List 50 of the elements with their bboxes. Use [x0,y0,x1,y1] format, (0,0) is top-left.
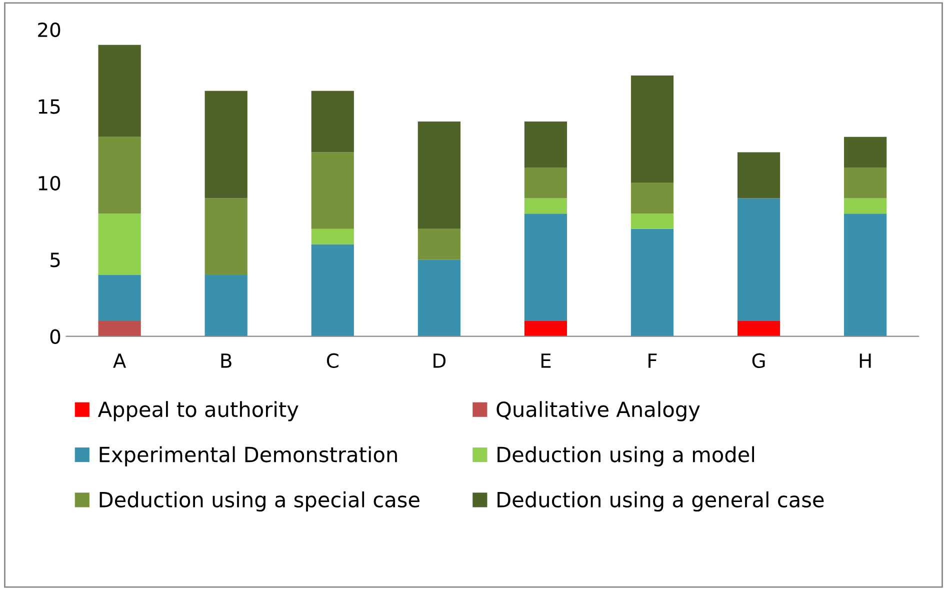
bar [204,274,248,336]
y-tick-label: 0 [50,329,60,344]
y-tick-label: 5 [50,252,60,268]
bar [98,136,141,214]
bar [844,198,887,214]
bar [630,228,674,336]
bar [737,198,780,321]
x-tick-label: F [648,354,657,368]
bar [737,152,780,198]
bar [98,320,141,336]
bar [630,182,674,214]
x-tick-label: C [326,353,338,368]
bar [311,228,354,244]
bar [844,168,887,198]
legend-label: Qualitative Analogy [496,401,700,422]
bar [98,214,141,275]
legend-label: Experimental Demonstration [100,446,397,466]
x-tick-label: A [113,354,126,368]
y-tick-label: 10 [38,176,60,191]
bar [418,260,460,336]
x-tick-label: H [860,354,871,368]
bar [311,152,354,229]
bar [98,274,141,321]
bar [630,214,674,229]
bar [844,136,887,168]
x-tick-label: E [541,354,551,368]
legend-label: Deduction using a general case [498,491,824,512]
bar [737,320,780,336]
legend-label: Appeal to authority [98,401,298,422]
bar [98,44,141,137]
bar [524,198,568,214]
bar [844,214,887,336]
x-tick-label: D [434,354,446,368]
y-tick-label: 15 [38,99,60,114]
bar [418,228,460,260]
bar [418,122,460,229]
x-tick-label: G [752,353,765,368]
x-tick-label: B [221,354,232,368]
bar [524,168,568,198]
bar [524,122,568,168]
bar [204,90,248,198]
bar [311,244,354,336]
bar [630,76,674,183]
bar [524,214,568,321]
y-tick-label: 20 [38,22,60,38]
legend-label: Deduction using a model [498,446,754,466]
bar [204,198,248,275]
bar [311,90,354,152]
bar [524,320,568,336]
legend-label: Deduction using a special case [100,491,420,512]
